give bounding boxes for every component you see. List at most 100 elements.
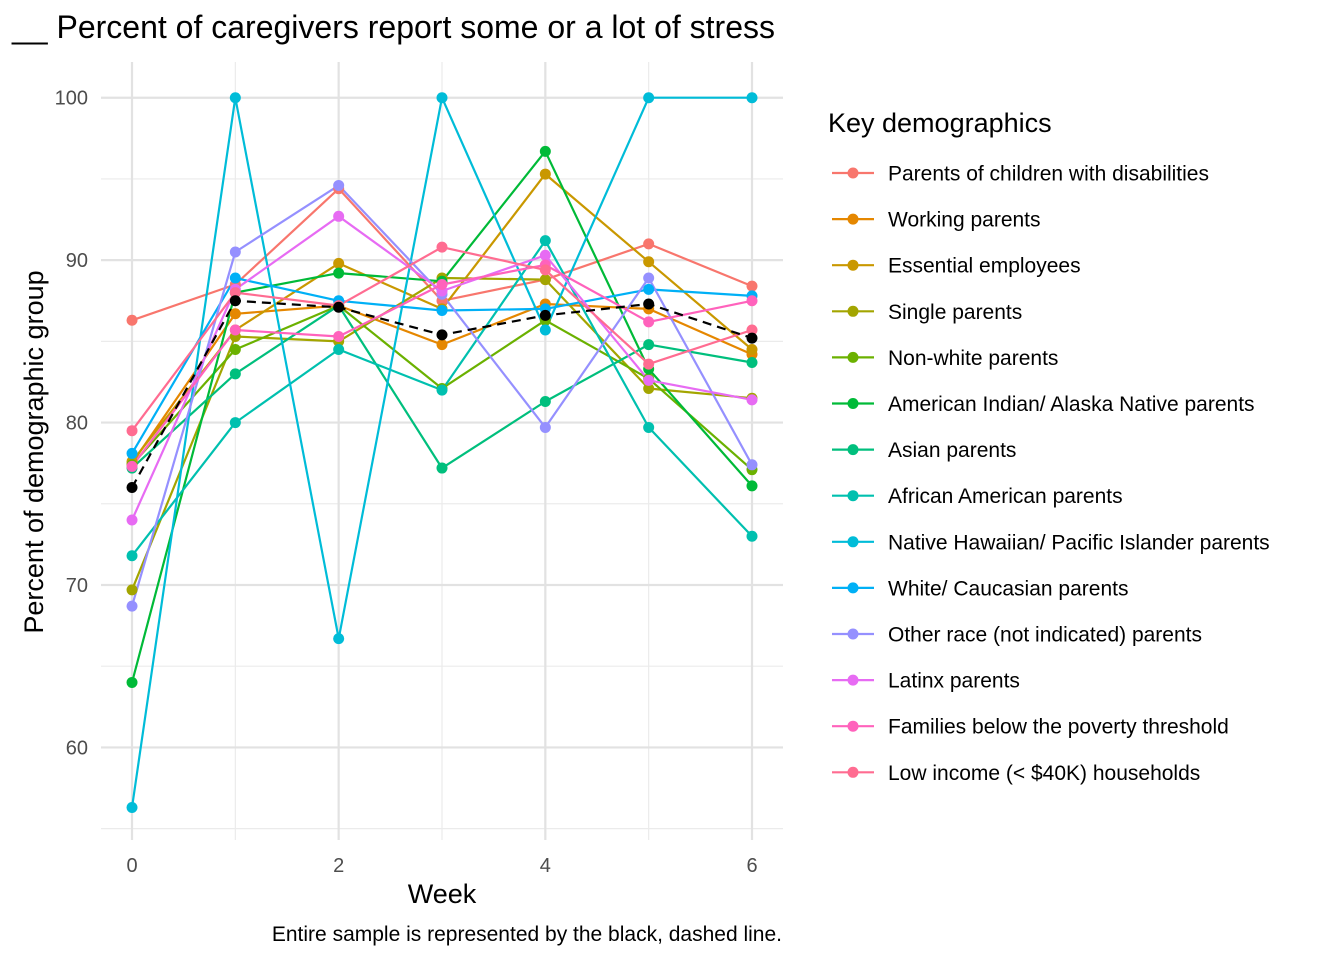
data-point-s11 (333, 210, 345, 222)
legend-label: Working parents (888, 209, 1041, 232)
data-point-s10 (333, 179, 345, 191)
legend-label: White/ Caucasian parents (888, 577, 1128, 600)
legend-label: Non-white parents (888, 347, 1058, 370)
data-point-overall (436, 329, 448, 341)
data-point-s2 (333, 257, 345, 269)
data-point-s8 (126, 802, 138, 814)
legend-item: Asian parents (832, 439, 1016, 462)
data-point-s10 (229, 246, 241, 258)
data-point-s7 (643, 421, 655, 433)
legend-key-point (847, 674, 859, 686)
chart-caption: Entire sample is represented by the blac… (272, 923, 782, 946)
legend-key-point (847, 398, 859, 409)
data-point-s13 (126, 425, 138, 437)
x-axis-label: Week (408, 879, 477, 909)
x-tick-label: 0 (126, 855, 137, 877)
data-point-s12 (746, 295, 758, 307)
legend-key-point (847, 720, 859, 732)
data-point-s2 (643, 256, 655, 268)
y-axis-label: Percent of demographic group (19, 270, 49, 633)
legend-label: Families below the poverty threshold (888, 716, 1229, 739)
data-point-s8 (643, 92, 655, 104)
legend-label: Essential employees (888, 255, 1081, 278)
data-point-s7 (126, 550, 138, 562)
data-point-s12 (643, 316, 655, 328)
data-point-s11 (539, 249, 551, 261)
data-point-s12 (126, 460, 138, 472)
legend-item: Native Hawaiian/ Pacific Islander parent… (832, 531, 1270, 554)
data-point-s4 (229, 343, 241, 355)
legend-key-point (847, 351, 859, 363)
legend-label: Native Hawaiian/ Pacific Islander parent… (888, 531, 1270, 554)
legend-key-point (847, 213, 859, 225)
legend-key-point (847, 167, 859, 179)
data-point-s13 (229, 287, 241, 299)
data-point-s3 (539, 274, 551, 286)
data-point-s7 (333, 343, 345, 355)
legend-label: Low income (< $40K) households (888, 762, 1200, 785)
data-point-overall (746, 332, 758, 344)
data-point-s1 (229, 308, 241, 320)
data-point-s8 (539, 324, 551, 336)
grid-minor (101, 62, 783, 840)
data-point-s9 (126, 447, 138, 459)
data-point-s5 (333, 267, 345, 279)
legend-label: Parents of children with disabilities (888, 163, 1209, 186)
legend-label: Other race (not indicated) parents (888, 624, 1202, 647)
data-point-s5 (746, 480, 758, 492)
data-point-s9 (643, 283, 655, 295)
y-tick-label: 90 (66, 250, 88, 272)
data-point-s0 (746, 280, 758, 292)
legend-label: African American parents (888, 485, 1123, 508)
x-tick-label: 6 (746, 855, 757, 877)
data-point-overall (333, 301, 345, 313)
data-point-s8 (746, 92, 758, 104)
data-point-s7 (539, 235, 551, 247)
data-point-overall (229, 295, 241, 307)
legend-item: Other race (not indicated) parents (832, 624, 1202, 647)
data-point-s10 (746, 459, 758, 471)
data-point-s7 (746, 530, 758, 542)
data-point-s11 (746, 394, 758, 406)
data-point-s8 (333, 633, 345, 645)
data-point-s10 (126, 600, 138, 612)
y-tick-label: 60 (66, 737, 88, 759)
data-point-s3 (643, 382, 655, 394)
x-tick-label: 2 (333, 855, 344, 877)
y-tick-label: 80 (66, 413, 88, 435)
legend-key-point (847, 490, 859, 502)
legend-key-point (847, 536, 859, 548)
data-point-s0 (126, 314, 138, 326)
data-point-s11 (126, 514, 138, 526)
data-point-overall (539, 309, 551, 321)
legend-label: Latinx parents (888, 670, 1020, 693)
data-point-s2 (539, 168, 551, 180)
x-tick-label: 4 (540, 855, 551, 877)
data-point-s9 (229, 272, 241, 284)
y-tick-label: 70 (66, 575, 88, 597)
legend-key-point (847, 582, 859, 594)
data-point-s0 (643, 238, 655, 250)
data-point-s6 (436, 462, 448, 474)
data-point-s13 (746, 324, 758, 336)
data-point-s10 (643, 272, 655, 284)
legend-item: Latinx parents (832, 670, 1020, 693)
data-point-s8 (229, 92, 241, 104)
data-point-s7 (436, 384, 448, 396)
legend-key-point (847, 628, 859, 640)
legend-item: American Indian/ Alaska Native parents (832, 393, 1255, 416)
legend-item: Families below the poverty threshold (832, 716, 1229, 739)
data-point-s12 (333, 330, 345, 342)
legend-label: Asian parents (888, 439, 1016, 462)
data-point-s12 (436, 279, 448, 291)
data-point-s11 (643, 374, 655, 386)
data-point-s10 (539, 421, 551, 433)
data-point-s6 (229, 368, 241, 380)
legend-label: American Indian/ Alaska Native parents (888, 393, 1255, 416)
data-point-s6 (539, 395, 551, 407)
x-tick-labels: 0 2 4 6 (126, 855, 757, 877)
legend-item: Parents of children with disabilities (832, 163, 1209, 186)
data-point-s2 (746, 343, 758, 355)
legend-item: Non-white parents (832, 347, 1058, 370)
